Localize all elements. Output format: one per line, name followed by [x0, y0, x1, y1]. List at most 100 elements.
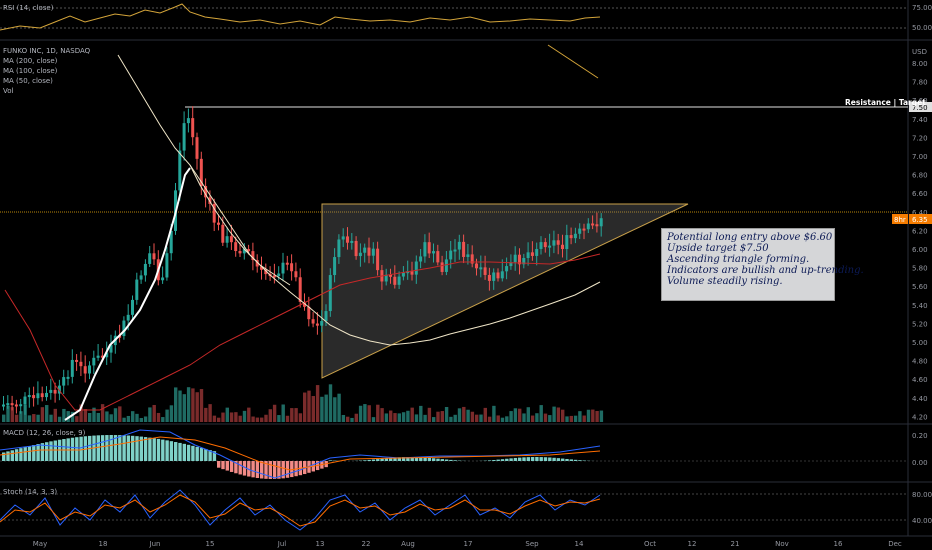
macd-histogram-bar: [410, 457, 414, 461]
candle-body: [591, 223, 595, 226]
candle-body: [14, 404, 18, 407]
candle-body: [315, 323, 319, 326]
macd-histogram-bar: [139, 436, 143, 461]
candle-body: [518, 254, 521, 265]
volume-bar: [393, 413, 397, 422]
volume-bar: [255, 417, 260, 422]
candle-body: [470, 254, 474, 264]
candle-body: [578, 228, 582, 234]
candle-body: [410, 271, 414, 275]
candle-body: [49, 389, 53, 393]
legend-ma-200[interactable]: MA (200, close): [3, 57, 58, 65]
macd-histogram-bar: [573, 459, 578, 461]
volume-bar: [75, 416, 79, 422]
volume-bar: [247, 407, 251, 422]
macd-histogram-bar: [376, 459, 380, 461]
macd-histogram-bar: [49, 441, 53, 461]
candle-body: [320, 321, 324, 326]
volume-bar: [432, 417, 436, 422]
volume-bar: [143, 416, 148, 422]
price-legend[interactable]: FUNKO INC, 1D, NASDAQ MA (200, close) MA…: [3, 46, 90, 96]
candle-body: [225, 236, 229, 243]
candle-body: [539, 242, 543, 249]
candle-body: [285, 262, 289, 265]
time-tick: Sep: [525, 540, 539, 548]
candle-body: [281, 262, 285, 274]
candle-body: [36, 393, 40, 399]
volume-bar: [466, 409, 470, 422]
volume-bar: [135, 413, 139, 422]
volume-bar: [268, 409, 272, 422]
candle-body: [62, 377, 66, 386]
volume-bar: [139, 417, 143, 422]
volume-bar: [277, 415, 281, 422]
volume-bar: [131, 411, 135, 422]
legend-volume[interactable]: Vol: [3, 87, 14, 95]
volume-bar: [380, 408, 384, 422]
macd-histogram-bar: [19, 448, 23, 461]
candle-body: [161, 277, 165, 281]
candle-body: [6, 403, 10, 406]
macd-histogram-bar: [221, 461, 225, 470]
stoch-k-line: [0, 489, 601, 531]
candle-body: [294, 271, 298, 278]
volume-bar: [6, 405, 10, 422]
volume-bar: [113, 408, 118, 422]
volume-bar: [272, 404, 277, 422]
macd-histogram-bar: [389, 457, 393, 461]
candle-body: [475, 263, 478, 269]
macd-histogram-bar: [118, 435, 122, 461]
macd-histogram-bar: [169, 441, 174, 461]
candle-body: [440, 262, 444, 272]
candle-body: [53, 389, 57, 394]
macd-title[interactable]: MACD (12, 26, close, 9): [3, 429, 86, 437]
candle-body: [195, 137, 199, 159]
candle-body: [509, 262, 513, 267]
time-axis[interactable]: May 18 Jun 15 Jul 13 22 Aug 17 Sep 14 Oct 12 21 Nov 16 D…: [33, 540, 902, 548]
candle-body: [83, 366, 87, 374]
note-line: Indicators are bullish and up-trending.: [667, 265, 864, 276]
legend-ma-100[interactable]: MA (100, close): [3, 67, 58, 75]
rsi-title[interactable]: RSI (14, close): [3, 4, 54, 12]
macd-histogram-bar: [229, 461, 234, 472]
volume-bar: [569, 415, 573, 422]
volume-bar: [401, 412, 406, 422]
legend-symbol[interactable]: FUNKO INC, 1D, NASDAQ: [3, 47, 91, 55]
macd-histogram-bar: [440, 459, 444, 461]
volume-bar: [156, 412, 161, 422]
macd-histogram-bar: [500, 459, 505, 461]
macd-histogram-bar: [509, 458, 513, 461]
volume-bar: [462, 406, 466, 422]
volume-bar: [281, 404, 285, 422]
macd-histogram-bar: [268, 461, 272, 479]
macd-histogram-bar: [552, 457, 556, 461]
candle-body: [414, 261, 418, 275]
rsi-line: [0, 3, 601, 31]
price-tick: 6.60: [912, 190, 928, 198]
macd-histogram-bar: [427, 457, 432, 461]
rsi-trend-line: [547, 44, 599, 79]
volume-bar: [298, 413, 303, 422]
candle-body: [432, 251, 435, 254]
volume-bar: [595, 410, 599, 422]
volume-bar: [199, 389, 204, 422]
legend-ma-50[interactable]: MA (50, close): [3, 77, 53, 85]
candle-body: [487, 274, 491, 281]
candle-body: [354, 240, 358, 257]
stoch-title[interactable]: Stoch (14, 3, 3): [3, 488, 58, 496]
analysis-note[interactable]: Potential long entry above $6.60 Upside …: [661, 228, 864, 301]
macd-histogram-bar: [363, 460, 367, 461]
volume-bar: [496, 415, 500, 422]
candle-body: [401, 272, 405, 277]
candle-body: [586, 223, 590, 230]
volume-bar: [62, 408, 66, 422]
macd-histogram-bar: [186, 444, 191, 461]
candle-body: [543, 242, 547, 248]
price-axis[interactable]: USD8.007.807.607.407.207.006.806.606.406…: [912, 4, 932, 525]
volume-bar: [354, 413, 358, 422]
time-tick: Jul: [277, 540, 287, 548]
volume-bar: [492, 405, 496, 422]
macd-histogram-bar: [191, 445, 195, 461]
candle-body: [139, 275, 143, 280]
